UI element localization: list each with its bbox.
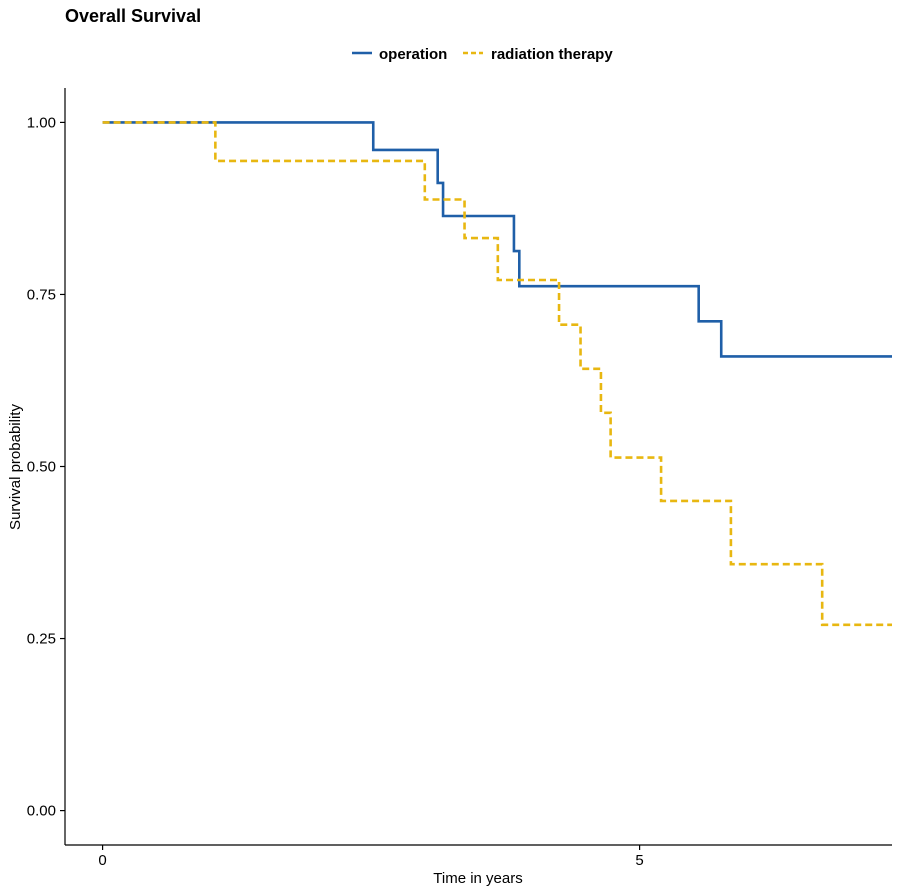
- plot-lines: [102, 121, 892, 627]
- legend: operation radiation therapy: [352, 46, 613, 63]
- y-tick-label: 0.75: [27, 286, 56, 303]
- y-tick-label: 0.00: [27, 803, 56, 820]
- x-tick-label: 5: [635, 852, 643, 869]
- y-tick-label: 0.50: [27, 459, 56, 476]
- y-tick-label: 1.00: [27, 114, 56, 131]
- x-tick-label: 0: [98, 852, 106, 869]
- x-axis-label: Time in years: [433, 870, 522, 887]
- series-line-radiation-therapy: [102, 121, 892, 627]
- series-line-operation: [102, 121, 892, 358]
- legend-label-radiation-therapy: radiation therapy: [491, 46, 613, 63]
- legend-label-operation: operation: [379, 46, 447, 63]
- y-axis-ticks: 0.00 0.25 0.50 0.75 1.00: [27, 114, 65, 820]
- y-tick-label: 0.25: [27, 631, 56, 648]
- y-axis-label: Survival probability: [7, 404, 24, 530]
- chart-title: Overall Survival: [65, 6, 201, 26]
